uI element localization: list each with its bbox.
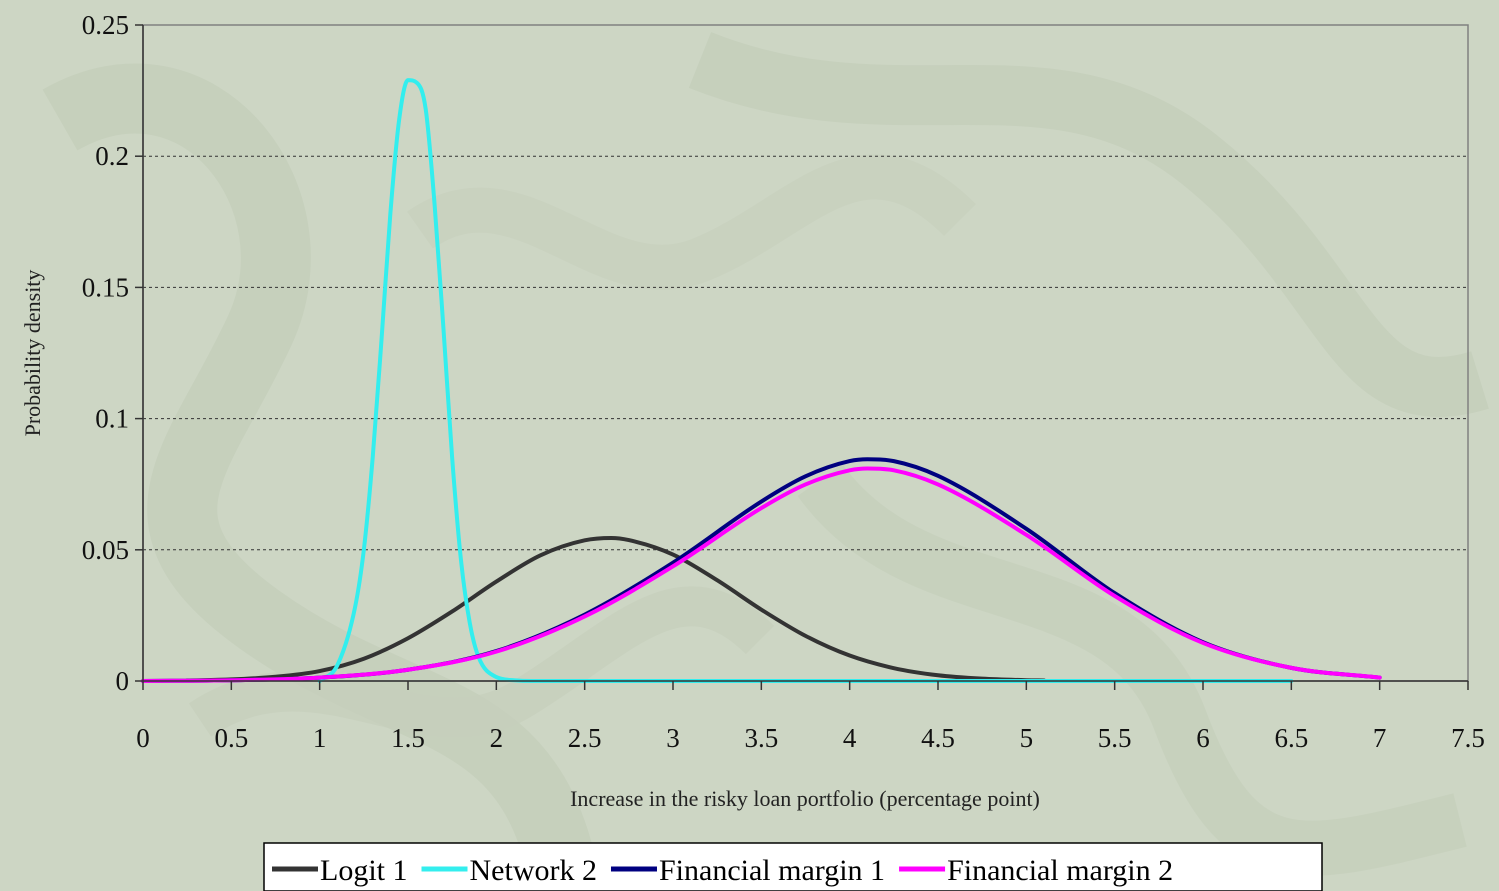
x-tick-label: 2.5 <box>568 723 602 753</box>
series-line-network-2 <box>317 78 1294 684</box>
x-axis-ticks: 0 0.5 1 1.5 2 2.5 3 3.5 4 4.5 5 5.5 6 6.5 7 7.5 <box>136 681 1485 753</box>
legend-label-financial-margin-1: Financial margin 1 <box>659 854 885 887</box>
x-tick-label: 4 <box>843 723 857 753</box>
x-tick-label: 7.5 <box>1451 723 1485 753</box>
series-line-financial-margin-1 <box>141 457 1382 683</box>
y-tick-label: 0.2 <box>95 141 129 171</box>
plot-area-frame <box>142 24 1469 682</box>
x-tick-label: 6.5 <box>1274 723 1308 753</box>
legend-label-logit-1: Logit 1 <box>320 854 408 887</box>
y-axis-title: Probability density <box>20 270 45 437</box>
x-tick-label: 3.5 <box>744 723 778 753</box>
x-tick-label: 0.5 <box>214 723 248 753</box>
y-tick-label: 0.25 <box>82 10 129 40</box>
x-tick-label: 6 <box>1196 723 1210 753</box>
series-line-financial-margin-2 <box>141 466 1382 683</box>
x-tick-label: 4.5 <box>921 723 955 753</box>
legend-label-financial-margin-2: Financial margin 2 <box>947 854 1173 887</box>
series-lines <box>141 78 1382 684</box>
x-tick-label: 0 <box>136 723 150 753</box>
y-tick-label: 0.1 <box>95 404 129 434</box>
y-tick-label: 0.15 <box>82 272 129 302</box>
x-axis-title: Increase in the risky loan portfolio (pe… <box>570 786 1040 811</box>
x-tick-label: 3 <box>666 723 680 753</box>
legend-label-network-2: Network 2 <box>470 854 597 887</box>
x-tick-label: 7 <box>1373 723 1387 753</box>
x-tick-label: 1.5 <box>391 723 425 753</box>
y-tick-label: 0.05 <box>82 535 129 565</box>
legend: Logit 1 Network 2 Financial margin 1 Financ… <box>263 842 1323 891</box>
y-tick-label: 0 <box>116 666 130 696</box>
x-tick-label: 5 <box>1020 723 1034 753</box>
grid-lines <box>143 155 1468 551</box>
series-line-logit-1 <box>185 535 1046 683</box>
y-axis-ticks: 0 0.05 0.1 0.15 0.2 0.25 <box>82 10 143 696</box>
x-tick-label: 2 <box>490 723 504 753</box>
x-tick-label: 1 <box>313 723 327 753</box>
x-tick-label: 5.5 <box>1098 723 1132 753</box>
